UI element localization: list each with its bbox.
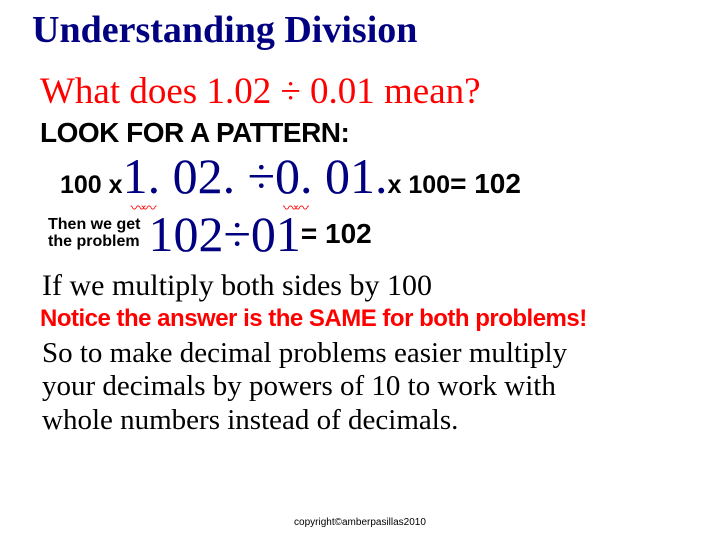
divisor-1: 0. 01 〰〰 [275,147,375,205]
pattern-label: LOOK FOR A PATTERN: [40,117,690,149]
conclusion-line-3: whole numbers instead of decimals. [42,404,690,437]
conclusion-line-2: your decimals by powers of 10 to work wi… [42,370,690,403]
conclusion-text: So to make decimal problems easier multi… [42,337,690,437]
then-label: Then we get the problem [48,217,140,251]
division-op-1: . ÷ [223,147,275,205]
left-multiplier: 100 x [60,171,123,200]
slide-title: Understanding Division [32,8,690,52]
trailing-dot: . [375,147,388,205]
dividend-2: 102 [148,205,223,263]
divisor-2: 01 [251,205,301,263]
explain-line-1: If we multiply both sides by 100 [42,269,690,303]
dividend-1: 1. 02 〰〰 [123,147,223,205]
equation-row-1: 100 x 1. 02 〰〰 . ÷ 0. 01 〰〰 . x 100 = 10… [60,147,690,205]
then-label-line2: the problem [48,234,140,251]
division-op-2: ÷ [223,205,250,263]
then-label-line1: Then we get [48,217,140,234]
copyright-text: copyright©amberpasillas2010 [0,517,720,528]
dividend-value: 1. 02 [123,148,223,204]
conclusion-line-1: So to make decimal problems easier multi… [42,337,690,370]
equals-result-2: = 102 [301,218,372,250]
right-multiplier: x 100 [388,171,451,200]
divisor-value: 0. 01 [275,148,375,204]
equals-result-1: = 102 [450,168,521,200]
question-text: What does 1.02 ÷ 0.01 mean? [40,70,690,113]
notice-line: Notice the answer is the SAME for both p… [40,305,690,333]
